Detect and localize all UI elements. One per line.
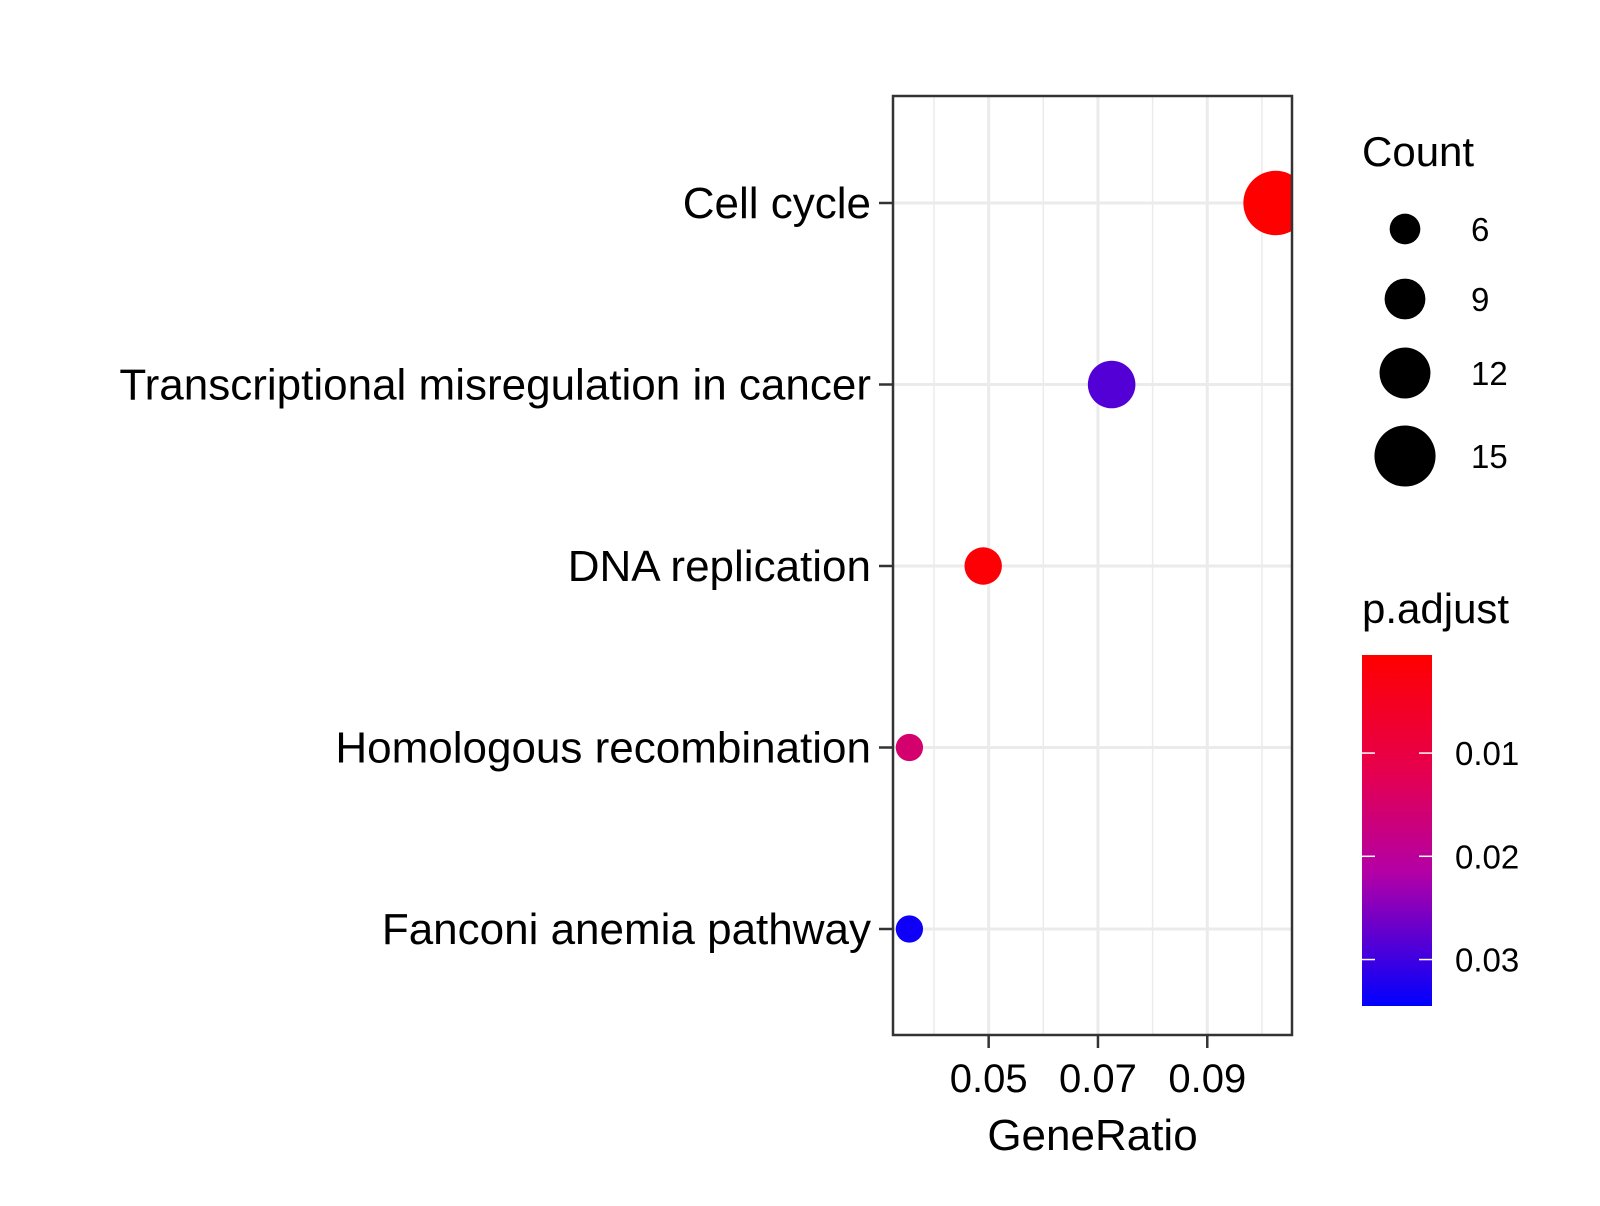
- count-legend-label: 6: [1471, 211, 1489, 248]
- data-points: [895, 170, 1292, 943]
- x-tick-label: 0.09: [1168, 1057, 1246, 1101]
- count-legend-label: 9: [1471, 281, 1489, 318]
- x-axis: 0.05 0.07 0.09 GeneRatio: [950, 1035, 1246, 1160]
- x-tick-label: 0.07: [1059, 1057, 1137, 1101]
- y-tick-label: DNA replication: [568, 542, 871, 591]
- y-tick-label: Fanconi anemia pathway: [382, 905, 871, 954]
- colorbar-label: 0.03: [1455, 942, 1519, 979]
- p-adjust-legend: p.adjust 0.01 0.02 0.03: [1362, 585, 1519, 1006]
- y-tick-label: Cell cycle: [683, 179, 871, 228]
- count-legend-key: [1374, 425, 1436, 487]
- plot-panel: [891, 94, 1294, 1037]
- data-point: [895, 915, 924, 943]
- data-point: [1243, 170, 1292, 236]
- x-axis-title: GeneRatio: [987, 1111, 1197, 1160]
- count-legend-label: 15: [1471, 438, 1508, 475]
- count-legend: Count 6 9 12 15: [1362, 128, 1508, 487]
- p-adjust-colorbar: [1362, 655, 1432, 1006]
- count-legend-label: 12: [1471, 355, 1508, 392]
- count-legend-key: [1379, 347, 1431, 399]
- p-adjust-legend-title: p.adjust: [1362, 585, 1509, 632]
- data-point: [895, 733, 924, 762]
- y-tick-label: Transcriptional misregulation in cancer: [119, 361, 871, 410]
- count-legend-key: [1384, 278, 1426, 320]
- count-legend-key: [1389, 213, 1421, 245]
- data-point: [1087, 360, 1136, 409]
- data-point: [964, 547, 1002, 585]
- y-tick-label: Homologous recombination: [335, 724, 871, 773]
- colorbar-label: 0.02: [1455, 838, 1519, 875]
- count-legend-title: Count: [1362, 128, 1474, 175]
- x-tick-label: 0.05: [950, 1057, 1028, 1101]
- colorbar-label: 0.01: [1455, 735, 1519, 772]
- y-axis: Cell cycle Transcriptional misregulation …: [119, 179, 893, 954]
